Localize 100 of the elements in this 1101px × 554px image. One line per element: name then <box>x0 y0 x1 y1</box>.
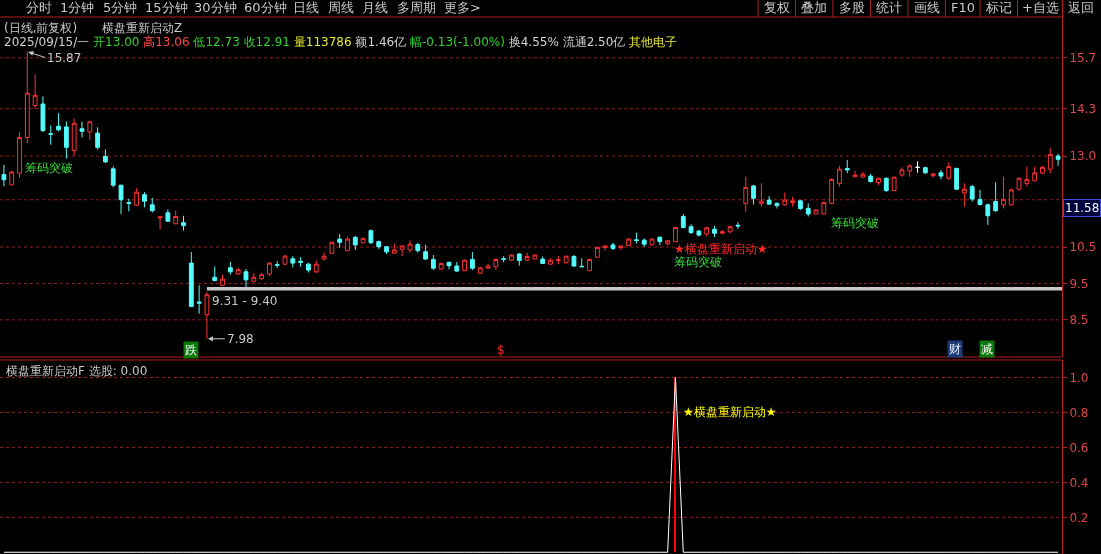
candlestick <box>313 259 319 274</box>
candlestick <box>915 161 920 174</box>
candlestick <box>493 258 499 271</box>
candlestick <box>852 170 858 178</box>
candlestick <box>9 170 15 186</box>
text: 统计 <box>876 0 902 15</box>
candlestick <box>173 210 179 225</box>
candlestick <box>883 177 889 193</box>
y-tick-label: 13.0 <box>1069 149 1097 164</box>
candlestick <box>149 197 155 213</box>
candlestick <box>430 254 436 271</box>
y-tick-label: 1.0 <box>1069 370 1089 385</box>
candlestick <box>142 191 147 208</box>
candlestick <box>1001 176 1006 209</box>
candlestick <box>805 202 811 217</box>
candlestick <box>306 262 311 274</box>
annotation: 11.58 <box>1065 201 1100 215</box>
text: 2025/09/15/一 开13.00 高13.06 低12.73 收12.91 量113786 额1.46亿 幅-0.13(-1.00%) 换4.55% 流通2.50亿 其他电子 <box>4 35 678 49</box>
candlestick <box>134 187 140 207</box>
candlestick <box>196 284 202 315</box>
candlestick <box>48 124 54 146</box>
candlestick <box>610 242 616 251</box>
candlestick <box>985 202 991 226</box>
annotation: $ <box>497 343 505 357</box>
candlestick <box>649 238 655 246</box>
candlestick <box>1040 165 1045 175</box>
candlestick <box>626 237 632 247</box>
candlestick <box>837 165 842 188</box>
text: 15分钟 <box>145 0 188 15</box>
chart-title: 横盘重新启动F 选股: 0.00 <box>6 364 148 378</box>
y-tick-label: 15.7 <box>1069 50 1097 65</box>
candlestick <box>751 184 756 205</box>
candlestick <box>509 253 514 262</box>
y-tick-label: 0.8 <box>1069 405 1089 420</box>
candlestick <box>641 237 647 248</box>
annotation: 减 <box>981 342 993 356</box>
candlestick <box>680 213 686 229</box>
candlestick <box>337 233 343 249</box>
text: 返回 <box>1068 0 1094 15</box>
candlestick <box>103 149 108 164</box>
candlestick <box>446 261 452 270</box>
candlestick <box>87 120 93 141</box>
text: 1分钟 <box>60 0 95 15</box>
y-tick-label: 14.3 <box>1069 101 1097 116</box>
y-tick-label: 0.2 <box>1069 510 1089 525</box>
candlestick <box>204 291 210 340</box>
candlestick <box>516 252 522 267</box>
candlestick <box>212 265 218 282</box>
candlestick <box>243 268 249 288</box>
candlestick <box>290 255 296 268</box>
candlestick <box>563 255 569 264</box>
candlestick <box>1024 166 1030 188</box>
candlestick <box>438 262 444 270</box>
candlestick <box>813 209 819 215</box>
candlestick <box>969 184 975 203</box>
candlestick <box>95 126 101 151</box>
text: 复权 <box>764 0 790 15</box>
text: 画线 <box>914 0 940 15</box>
annotation: 筹码突破 <box>831 216 879 230</box>
text: 日线 <box>293 0 319 15</box>
candlestick <box>477 266 483 275</box>
candlestick <box>540 256 546 265</box>
candlestick <box>181 215 186 232</box>
candlestick <box>376 240 382 250</box>
candlestick <box>571 254 577 268</box>
candlestick <box>298 256 304 268</box>
candlestick <box>227 261 233 276</box>
candlestick <box>602 245 608 252</box>
candlestick <box>235 267 241 276</box>
candlestick <box>251 272 257 283</box>
text: 月线 <box>362 0 388 15</box>
candlestick <box>719 229 725 235</box>
candlestick <box>766 195 772 206</box>
candlestick <box>423 244 428 260</box>
annotation: 横盘重新启动Z <box>102 21 183 35</box>
y-tick-label: 0.6 <box>1069 440 1089 455</box>
candlestick <box>220 274 225 287</box>
candlestick <box>938 169 944 180</box>
candlestick <box>40 95 46 133</box>
candlestick <box>876 177 881 186</box>
candlestick <box>71 118 77 156</box>
candlestick <box>829 177 835 205</box>
candlestick <box>454 261 460 273</box>
candlestick <box>282 254 288 266</box>
text: 多股 <box>839 0 865 15</box>
candlestick <box>1 164 7 187</box>
candlestick <box>555 255 561 265</box>
candlestick <box>1016 177 1022 192</box>
candlestick <box>79 120 85 138</box>
candlestick <box>415 242 421 254</box>
candlestick <box>665 239 671 246</box>
candlestick <box>165 209 171 223</box>
annotation: 筹码突破 <box>25 161 73 175</box>
candlestick <box>352 235 358 251</box>
y-tick-label: 0.4 <box>1069 475 1089 490</box>
candlestick <box>774 201 780 209</box>
candlestick <box>1047 147 1053 174</box>
candlestick <box>1008 187 1014 207</box>
candlestick <box>399 244 405 257</box>
candlestick <box>657 236 663 246</box>
